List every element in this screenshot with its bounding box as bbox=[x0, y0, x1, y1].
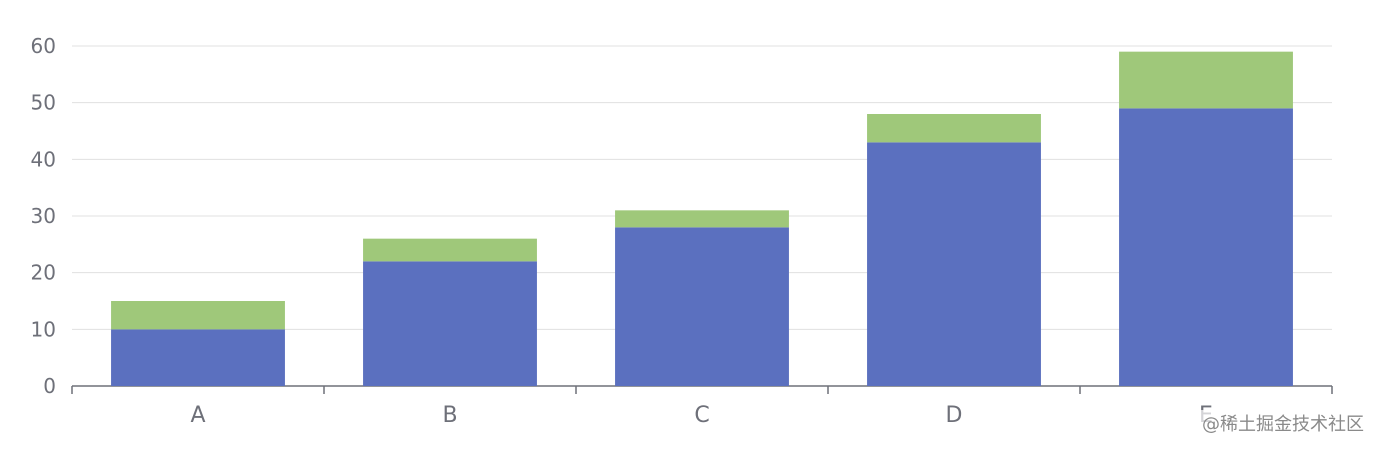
bar-D-series-2 bbox=[867, 114, 1041, 143]
y-tick-label-60: 60 bbox=[31, 34, 56, 58]
y-tick-label-0: 0 bbox=[43, 374, 56, 398]
bar-A-series-2 bbox=[111, 301, 285, 330]
x-tick-label-C: C bbox=[694, 403, 709, 428]
bar-E-series-2 bbox=[1119, 51, 1293, 109]
bar-C-series-1 bbox=[615, 227, 789, 386]
y-tick-label-30: 30 bbox=[31, 204, 56, 228]
y-tick-label-40: 40 bbox=[31, 147, 56, 171]
bar-A-series-1 bbox=[111, 329, 285, 386]
y-tick-label-50: 50 bbox=[31, 91, 56, 115]
bar-E-series-1 bbox=[1119, 108, 1293, 386]
watermark: @稀土掘金技术社区 bbox=[1200, 410, 1366, 436]
y-tick-label-10: 10 bbox=[31, 317, 56, 341]
bar-C-series-2 bbox=[615, 210, 789, 228]
x-tick-label-B: B bbox=[442, 403, 457, 428]
y-tick-label-20: 20 bbox=[31, 261, 56, 285]
bar-B-series-2 bbox=[363, 238, 537, 262]
x-tick-label-A: A bbox=[190, 403, 205, 428]
bar-B-series-1 bbox=[363, 261, 537, 386]
bar-D-series-1 bbox=[867, 142, 1041, 386]
x-tick-label-D: D bbox=[946, 403, 963, 428]
